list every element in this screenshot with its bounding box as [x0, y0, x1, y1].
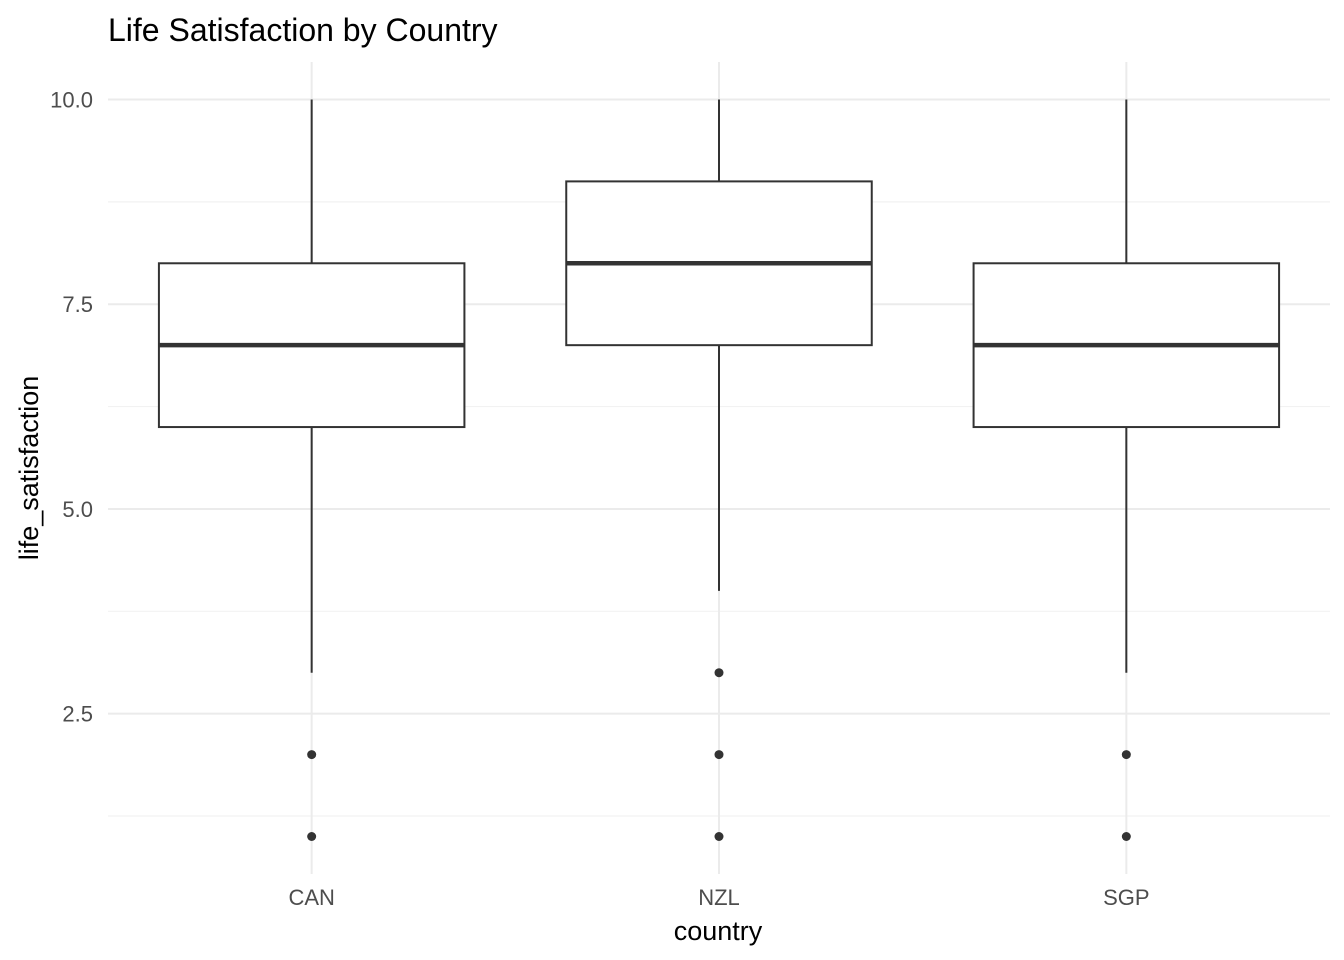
box-nzl: [565, 99, 873, 841]
x-tick-label-sgp: SGP: [1103, 885, 1149, 910]
outlier-point-can: [307, 750, 317, 760]
x-axis-title: country: [674, 916, 763, 946]
outlier-point-nzl: [714, 832, 724, 841]
x-tick-labels: CAN NZL SGP: [288, 885, 1149, 910]
y-tick-label: 7.5: [62, 292, 93, 317]
x-tick-label-nzl: NZL: [698, 885, 740, 910]
y-tick-label: 10.0: [50, 88, 93, 113]
y-tick-label: 5.0: [62, 497, 93, 522]
y-axis-title: life_satisfaction: [14, 376, 44, 561]
y-tick-label: 2.5: [62, 702, 93, 727]
box-can: [157, 99, 466, 841]
x-tick-label-can: CAN: [288, 885, 334, 910]
box-sgp: [972, 99, 1281, 841]
outlier-point-nzl: [714, 668, 724, 678]
boxes: [157, 99, 1281, 841]
outlier-point-nzl: [714, 750, 724, 760]
y-tick-labels: 2.5 5.0 7.5 10.0: [50, 88, 93, 727]
outlier-point-sgp: [1121, 832, 1131, 841]
outlier-point-sgp: [1121, 750, 1131, 760]
chart-title: Life Satisfaction by Country: [108, 12, 498, 48]
outlier-point-can: [307, 832, 317, 841]
